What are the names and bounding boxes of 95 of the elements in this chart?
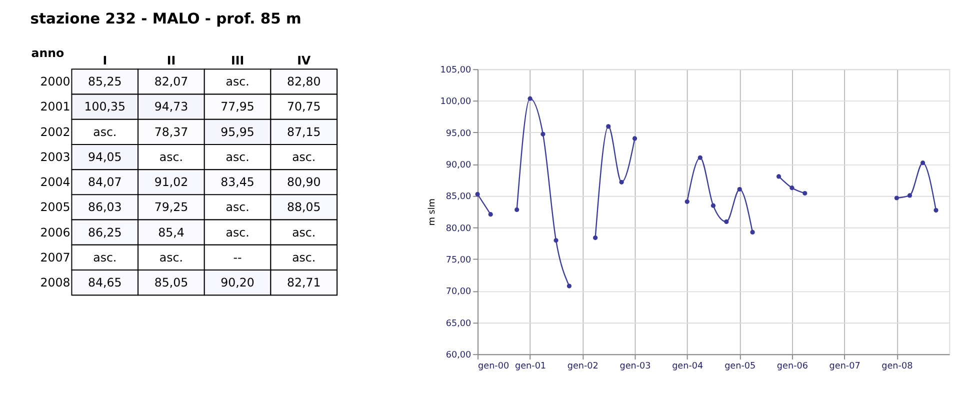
x-tick-label: gen-08	[882, 361, 914, 372]
x-tick-label: IV	[297, 54, 312, 68]
point	[802, 190, 808, 196]
point	[920, 160, 926, 166]
point	[776, 174, 782, 179]
data-label: 95,95	[220, 124, 254, 139]
point	[737, 186, 742, 192]
point	[790, 186, 794, 190]
text: asc.	[226, 74, 250, 89]
x-tick-label: gen-04	[672, 361, 704, 372]
data-label: 85,05	[154, 276, 188, 290]
point	[710, 203, 716, 208]
text: --	[233, 250, 242, 264]
data-label: 86,03	[88, 200, 122, 214]
data-label: 84,07	[88, 175, 122, 190]
data-label: 82,80	[287, 74, 321, 89]
point	[619, 180, 624, 184]
text: asc.	[292, 225, 316, 240]
point	[724, 219, 729, 224]
data-label: 88,05	[287, 200, 321, 214]
y-tick-label: 65,00	[446, 318, 472, 329]
data-label: 87,15	[287, 124, 321, 139]
x-tick-label: gen-03	[620, 361, 651, 372]
y-tick-label: 2008	[40, 276, 70, 290]
point	[606, 124, 611, 129]
data-label: 78,37	[154, 124, 188, 139]
text: asc.	[292, 150, 316, 164]
y-axis-title: anno	[31, 46, 64, 60]
text: asc.	[93, 124, 117, 139]
point	[593, 235, 598, 240]
point	[698, 155, 702, 160]
point	[934, 208, 938, 213]
data-label: 83,45	[220, 175, 254, 190]
data-label: 79,25	[154, 200, 188, 214]
y-tick-label: 75,00	[446, 256, 472, 266]
point	[684, 199, 690, 204]
data-label: 82,07	[154, 74, 188, 89]
data-label: 100,35	[84, 100, 126, 114]
y-tick-label: 2001	[40, 100, 70, 114]
y-tick-label: 2000	[40, 74, 70, 89]
data-label: 94,05	[88, 150, 122, 164]
x-tick-label: gen-06	[776, 361, 808, 372]
y-axis-title: m slm	[427, 198, 438, 226]
data-label: 82,71	[287, 276, 321, 290]
text: asc.	[292, 250, 316, 264]
data-label: 86,25	[88, 225, 122, 240]
chart-title: stazione 232 - MALO - prof. 85 m	[30, 10, 302, 28]
y-tick-label: 60,00	[446, 350, 472, 361]
y-tick-label: 2005	[40, 200, 70, 214]
text: asc.	[159, 150, 184, 164]
y-tick-label: 2006	[40, 225, 70, 240]
y-tick-label: 2007	[40, 250, 70, 264]
y-tick-label: 2003	[40, 150, 70, 164]
point	[488, 212, 493, 217]
point	[540, 132, 546, 136]
x-tick-label: gen-00	[478, 361, 510, 372]
point	[894, 196, 899, 200]
y-tick-label: 2004	[40, 175, 70, 190]
data-label: 77,95	[220, 100, 254, 114]
y-tick-label: 80,00	[446, 224, 472, 234]
text: asc.	[226, 200, 250, 214]
point	[475, 192, 480, 196]
point	[750, 230, 755, 234]
point	[554, 238, 558, 243]
data-label: 84,65	[88, 276, 122, 290]
text: asc.	[159, 250, 184, 264]
point	[528, 96, 532, 101]
y-tick-label: 95,00	[446, 128, 472, 139]
point	[907, 193, 912, 198]
data-label: 80,90	[287, 175, 321, 190]
x-tick-label: gen-02	[567, 361, 598, 372]
point	[566, 284, 572, 288]
y-tick-label: 105,00	[440, 66, 472, 76]
x-tick-label: I	[102, 54, 108, 68]
data-label: 85,4	[158, 225, 184, 240]
data-label: 70,75	[287, 100, 321, 114]
y-tick-label: 2002	[40, 124, 70, 139]
data-label: 90,20	[220, 276, 254, 290]
data-label: 85,25	[88, 74, 122, 89]
text: asc.	[226, 150, 250, 164]
x-tick-label: gen-07	[829, 361, 860, 372]
y-tick-label: 100,00	[440, 97, 472, 108]
x-tick-label: III	[230, 54, 244, 68]
data-label: 94,73	[154, 100, 188, 114]
data-label: 91,02	[154, 175, 188, 190]
point	[514, 207, 520, 212]
x-tick-label: gen-05	[724, 361, 756, 372]
x-tick-label: gen-01	[515, 361, 546, 372]
text: asc.	[226, 225, 250, 240]
y-tick-label: 85,00	[446, 192, 472, 202]
text: asc.	[93, 250, 117, 264]
y-tick-label: 90,00	[446, 160, 472, 171]
y-tick-label: 70,00	[446, 287, 472, 298]
x-tick-label: II	[166, 54, 176, 68]
point	[632, 136, 638, 141]
